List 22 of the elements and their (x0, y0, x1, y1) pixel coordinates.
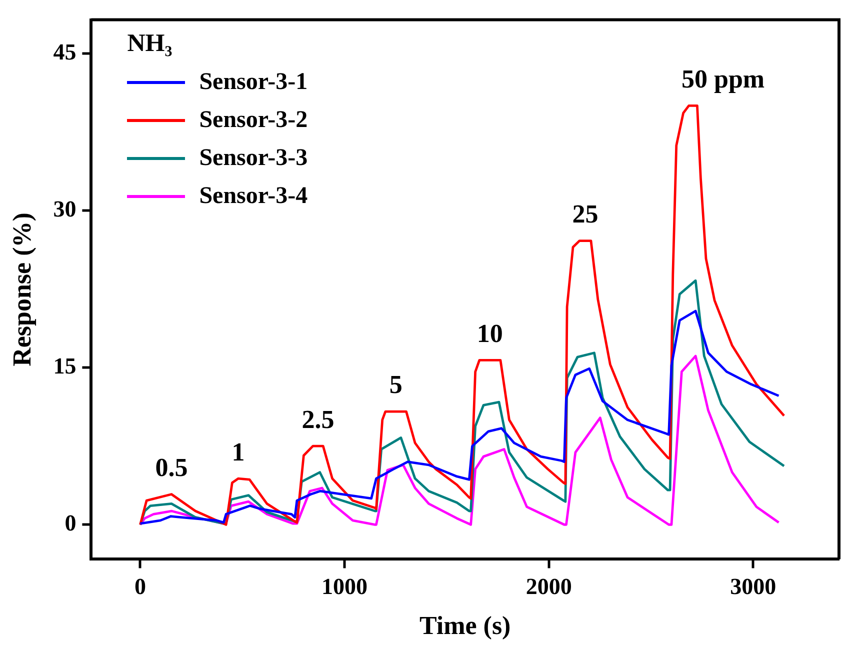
x-tick-label: 0 (134, 574, 146, 599)
annotation: 1 (232, 437, 245, 466)
legend-label: Sensor-3-4 (199, 183, 308, 210)
annotation: 10 (476, 318, 503, 348)
x-tick-label: 1000 (322, 574, 368, 599)
legend-title: NH₃ (127, 30, 174, 58)
legend-label: Sensor-3-1 (199, 69, 308, 96)
y-tick-label: 45 (53, 39, 76, 64)
annotation: 2.5 (302, 404, 334, 434)
annotation: 5 (389, 370, 402, 400)
annotation: 25 (572, 200, 598, 229)
legend-label: Sensor-3-2 (199, 107, 308, 134)
y-tick-label: 15 (53, 353, 76, 378)
y-axis-title: Response (%) (7, 212, 36, 366)
x-axis-title: Time (s) (419, 611, 511, 640)
annotation: 50 ppm (681, 64, 765, 94)
annotation: 0.5 (155, 452, 188, 482)
y-tick-label: 0 (64, 510, 76, 536)
y-tick-label: 30 (53, 196, 76, 222)
x-tick-label: 2000 (526, 574, 572, 599)
legend-label: Sensor-3-3 (199, 145, 308, 172)
x-tick-label: 3000 (730, 574, 776, 599)
